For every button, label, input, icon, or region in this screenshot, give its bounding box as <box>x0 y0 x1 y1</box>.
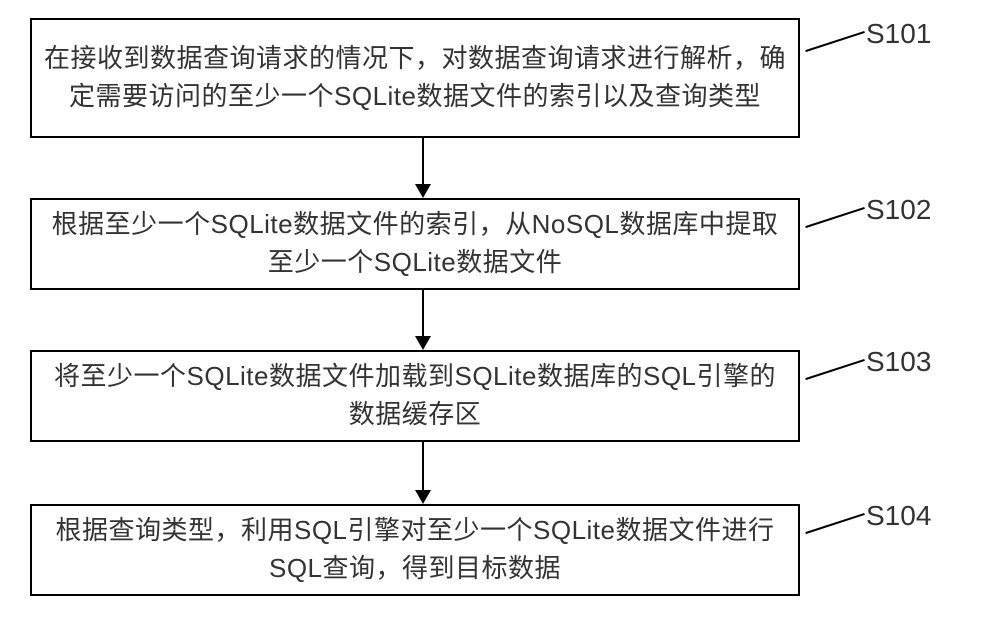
step-label-wrap-s103: S103 <box>800 346 931 378</box>
arrow-down-icon <box>415 184 431 198</box>
step-box-s103: 将至少一个SQLite数据文件加载到SQLite数据库的SQL引擎的数据缓存区 <box>30 350 800 442</box>
step-label-wrap-s104: S104 <box>800 500 931 532</box>
step-label-wrap-s102: S102 <box>800 194 931 226</box>
connector-s103-s104 <box>415 442 431 504</box>
step-text-s101: 在接收到数据查询请求的情况下，对数据查询请求进行解析，确定需要访问的至少一个SQ… <box>42 40 788 115</box>
flowchart-canvas: 在接收到数据查询请求的情况下，对数据查询请求进行解析，确定需要访问的至少一个SQ… <box>0 0 1000 627</box>
label-connector-line <box>805 513 865 534</box>
connector-line <box>422 138 424 184</box>
step-row-s101: 在接收到数据查询请求的情况下，对数据查询请求进行解析，确定需要访问的至少一个SQ… <box>30 18 931 138</box>
step-label-s103: S103 <box>866 346 931 378</box>
arrow-down-icon <box>415 336 431 350</box>
step-row-s104: 根据查询类型，利用SQL引擎对至少一个SQLite数据文件进行SQL查询，得到目… <box>30 504 931 596</box>
label-connector-line <box>805 207 865 228</box>
step-box-s101: 在接收到数据查询请求的情况下，对数据查询请求进行解析，确定需要访问的至少一个SQ… <box>30 18 800 138</box>
connector-line <box>422 290 424 336</box>
step-row-s103: 将至少一个SQLite数据文件加载到SQLite数据库的SQL引擎的数据缓存区 … <box>30 350 931 442</box>
connector-line <box>422 442 424 490</box>
step-box-s104: 根据查询类型，利用SQL引擎对至少一个SQLite数据文件进行SQL查询，得到目… <box>30 504 800 596</box>
step-box-s102: 根据至少一个SQLite数据文件的索引，从NoSQL数据库中提取至少一个SQLi… <box>30 198 800 290</box>
label-connector-line <box>805 359 865 380</box>
connector-s101-s102 <box>415 138 431 198</box>
label-connector-line <box>805 31 865 52</box>
step-text-s103: 将至少一个SQLite数据文件加载到SQLite数据库的SQL引擎的数据缓存区 <box>42 358 788 433</box>
step-label-wrap-s101: S101 <box>800 18 931 50</box>
step-text-s104: 根据查询类型，利用SQL引擎对至少一个SQLite数据文件进行SQL查询，得到目… <box>42 512 788 587</box>
connector-s102-s103 <box>415 290 431 350</box>
step-text-s102: 根据至少一个SQLite数据文件的索引，从NoSQL数据库中提取至少一个SQLi… <box>42 206 788 281</box>
step-label-s102: S102 <box>866 194 931 226</box>
step-row-s102: 根据至少一个SQLite数据文件的索引，从NoSQL数据库中提取至少一个SQLi… <box>30 198 931 290</box>
step-label-s104: S104 <box>866 500 931 532</box>
arrow-down-icon <box>415 490 431 504</box>
step-label-s101: S101 <box>866 18 931 50</box>
